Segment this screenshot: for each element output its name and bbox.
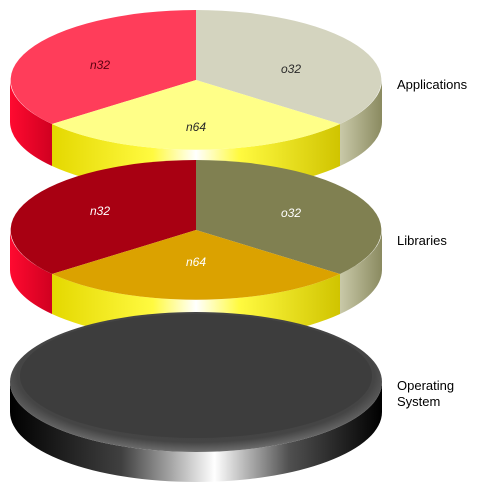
libraries-side-right: [340, 230, 382, 314]
operating-system-label: Operating System: [397, 378, 454, 410]
operating-system-side: [10, 382, 382, 482]
libraries-n64-label: n64: [186, 255, 206, 269]
applications-n64-label: n64: [186, 120, 206, 134]
libraries-wedge-o32: [196, 160, 382, 274]
libraries-label: Libraries: [397, 233, 447, 248]
libraries-o32-label: o32: [281, 206, 301, 220]
libraries-side-left: [10, 230, 52, 314]
applications-n32-label: n32: [90, 58, 110, 72]
applications-side-right: [340, 80, 382, 166]
applications-side-left: [10, 80, 52, 166]
libraries-wedge-n64: [52, 230, 340, 300]
libraries-wedge-n32: [10, 160, 197, 274]
operating-system-label-line-2: System: [397, 394, 441, 409]
operating-system-disc: [10, 312, 382, 482]
applications-wedge-o32: [196, 10, 382, 124]
operating-system-top-inner: [20, 314, 372, 438]
libraries-n32-label: n32: [90, 204, 110, 218]
applications-o32-label: o32: [281, 62, 301, 76]
applications-wedge-n32: [10, 10, 196, 124]
applications-disc: n32 o32 n64: [10, 10, 382, 192]
applications-label: Applications: [397, 77, 468, 92]
operating-system-label-line-1: Operating: [397, 378, 455, 393]
applications-wedge-n64: [52, 80, 340, 150]
